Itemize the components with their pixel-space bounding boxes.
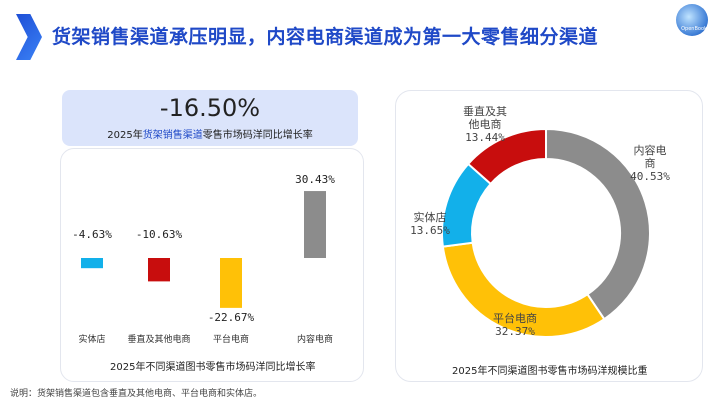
donut-category-label: 内容电商 bbox=[634, 143, 667, 170]
kpi-caption-suffix: 零售市场码洋同比增长率 bbox=[202, 130, 313, 141]
bar-chart-title: 2025年不同渠道图书零售市场码洋同比增长率 bbox=[110, 362, 316, 373]
footnote: 说明：货架销售渠道包含垂直及其他电商、平台电商和实体店。 bbox=[10, 389, 263, 399]
donut-value-label: 40.53% bbox=[630, 170, 670, 183]
bar-2 bbox=[148, 258, 170, 282]
donut-value-label: 13.44% bbox=[465, 131, 505, 144]
bar-category-label: 平台电商 bbox=[213, 333, 249, 345]
page-title: 货架销售渠道承压明显，内容电商渠道成为第一大零售细分渠道 bbox=[52, 26, 599, 48]
kpi-card: -16.50% 2025年货架销售渠道零售市场码洋同比增长率 bbox=[62, 90, 358, 146]
donut-category-label: 垂直及其他电商 bbox=[463, 104, 507, 131]
kpi-caption-prefix: 2025年 bbox=[107, 130, 143, 141]
title-accent-shape bbox=[16, 14, 42, 60]
donut-chart-title: 2025年不同渠道图书零售市场码洋规模比重 bbox=[452, 366, 648, 377]
bar-1 bbox=[81, 258, 103, 269]
donut-slice-4 bbox=[466, 127, 547, 186]
bar-3 bbox=[220, 258, 242, 308]
donut-slice-1 bbox=[545, 127, 651, 321]
donut-value-label: 32.37% bbox=[495, 325, 535, 338]
kpi-caption-highlight: 货架销售渠道 bbox=[142, 130, 203, 141]
bar-value-label: 30.43% bbox=[295, 173, 335, 186]
bar-value-label: -4.63% bbox=[72, 228, 112, 241]
kpi-caption: 2025年货架销售渠道零售市场码洋同比增长率 bbox=[62, 126, 358, 141]
bar-category-label: 内容电商 bbox=[297, 333, 333, 345]
bar-chart: -4.63% 实体店 -10.63% 垂直及其他电商 -22.67% 平台电商 30.43%… bbox=[72, 173, 335, 345]
donut-category-label: 实体店 bbox=[414, 210, 447, 224]
logo bbox=[676, 4, 708, 36]
bar-4 bbox=[304, 191, 326, 258]
bar-value-label: -10.63% bbox=[136, 228, 183, 241]
bar-category-label: 垂直及其他电商 bbox=[127, 333, 190, 345]
logo-text: OpenBook bbox=[681, 26, 707, 32]
bar-chart-panel bbox=[60, 148, 364, 382]
donut-value-label: 13.65% bbox=[410, 224, 450, 237]
bar-category-label: 实体店 bbox=[78, 333, 105, 345]
donut-category-label: 平台电商 bbox=[493, 311, 537, 325]
bar-value-label: -22.67% bbox=[208, 311, 255, 324]
kpi-value: -16.50% bbox=[159, 94, 261, 122]
